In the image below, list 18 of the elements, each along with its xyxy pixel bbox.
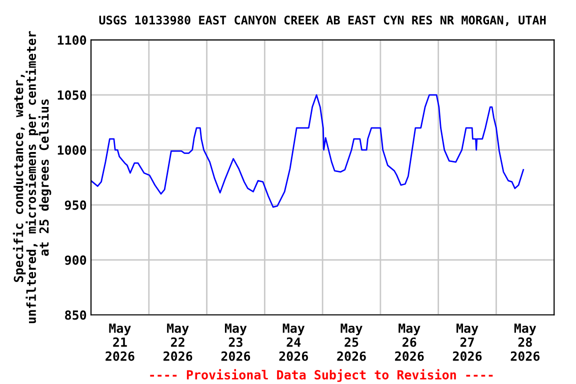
y-tick-label: 900 <box>64 255 86 265</box>
x-tick-label: May 28 2026 <box>510 324 540 361</box>
line-series <box>91 94 524 208</box>
y-axis-title: Specific conductance, water, unfiltered, microsiemens per centimeter at 25 degrees Celsius <box>12 31 52 324</box>
x-tick-label: May 24 2026 <box>279 324 308 361</box>
x-tick-label: May 21 2026 <box>106 324 134 361</box>
y-tick-label: 950 <box>64 200 86 210</box>
x-tick-label: May 22 2026 <box>163 324 192 361</box>
x-tick-label: May 23 2026 <box>221 324 250 361</box>
x-tick-label: May 25 2026 <box>337 324 366 361</box>
chart-title: USGS 10133980 EAST CANYON CREEK AB EAST CYN RES NR MORGAN, UTAH <box>99 16 546 26</box>
y-tick-label: 850 <box>65 310 86 320</box>
y-tick-label: 1050 <box>58 90 86 100</box>
y-tick-label: 1100 <box>58 35 86 45</box>
x-tick-label: May 27 2026 <box>452 324 482 361</box>
x-tick-label: May 26 2026 <box>395 324 424 361</box>
y-tick-label: 1000 <box>58 145 86 155</box>
text: ---- Provisional Data Subject to Revision ---- <box>150 369 493 382</box>
